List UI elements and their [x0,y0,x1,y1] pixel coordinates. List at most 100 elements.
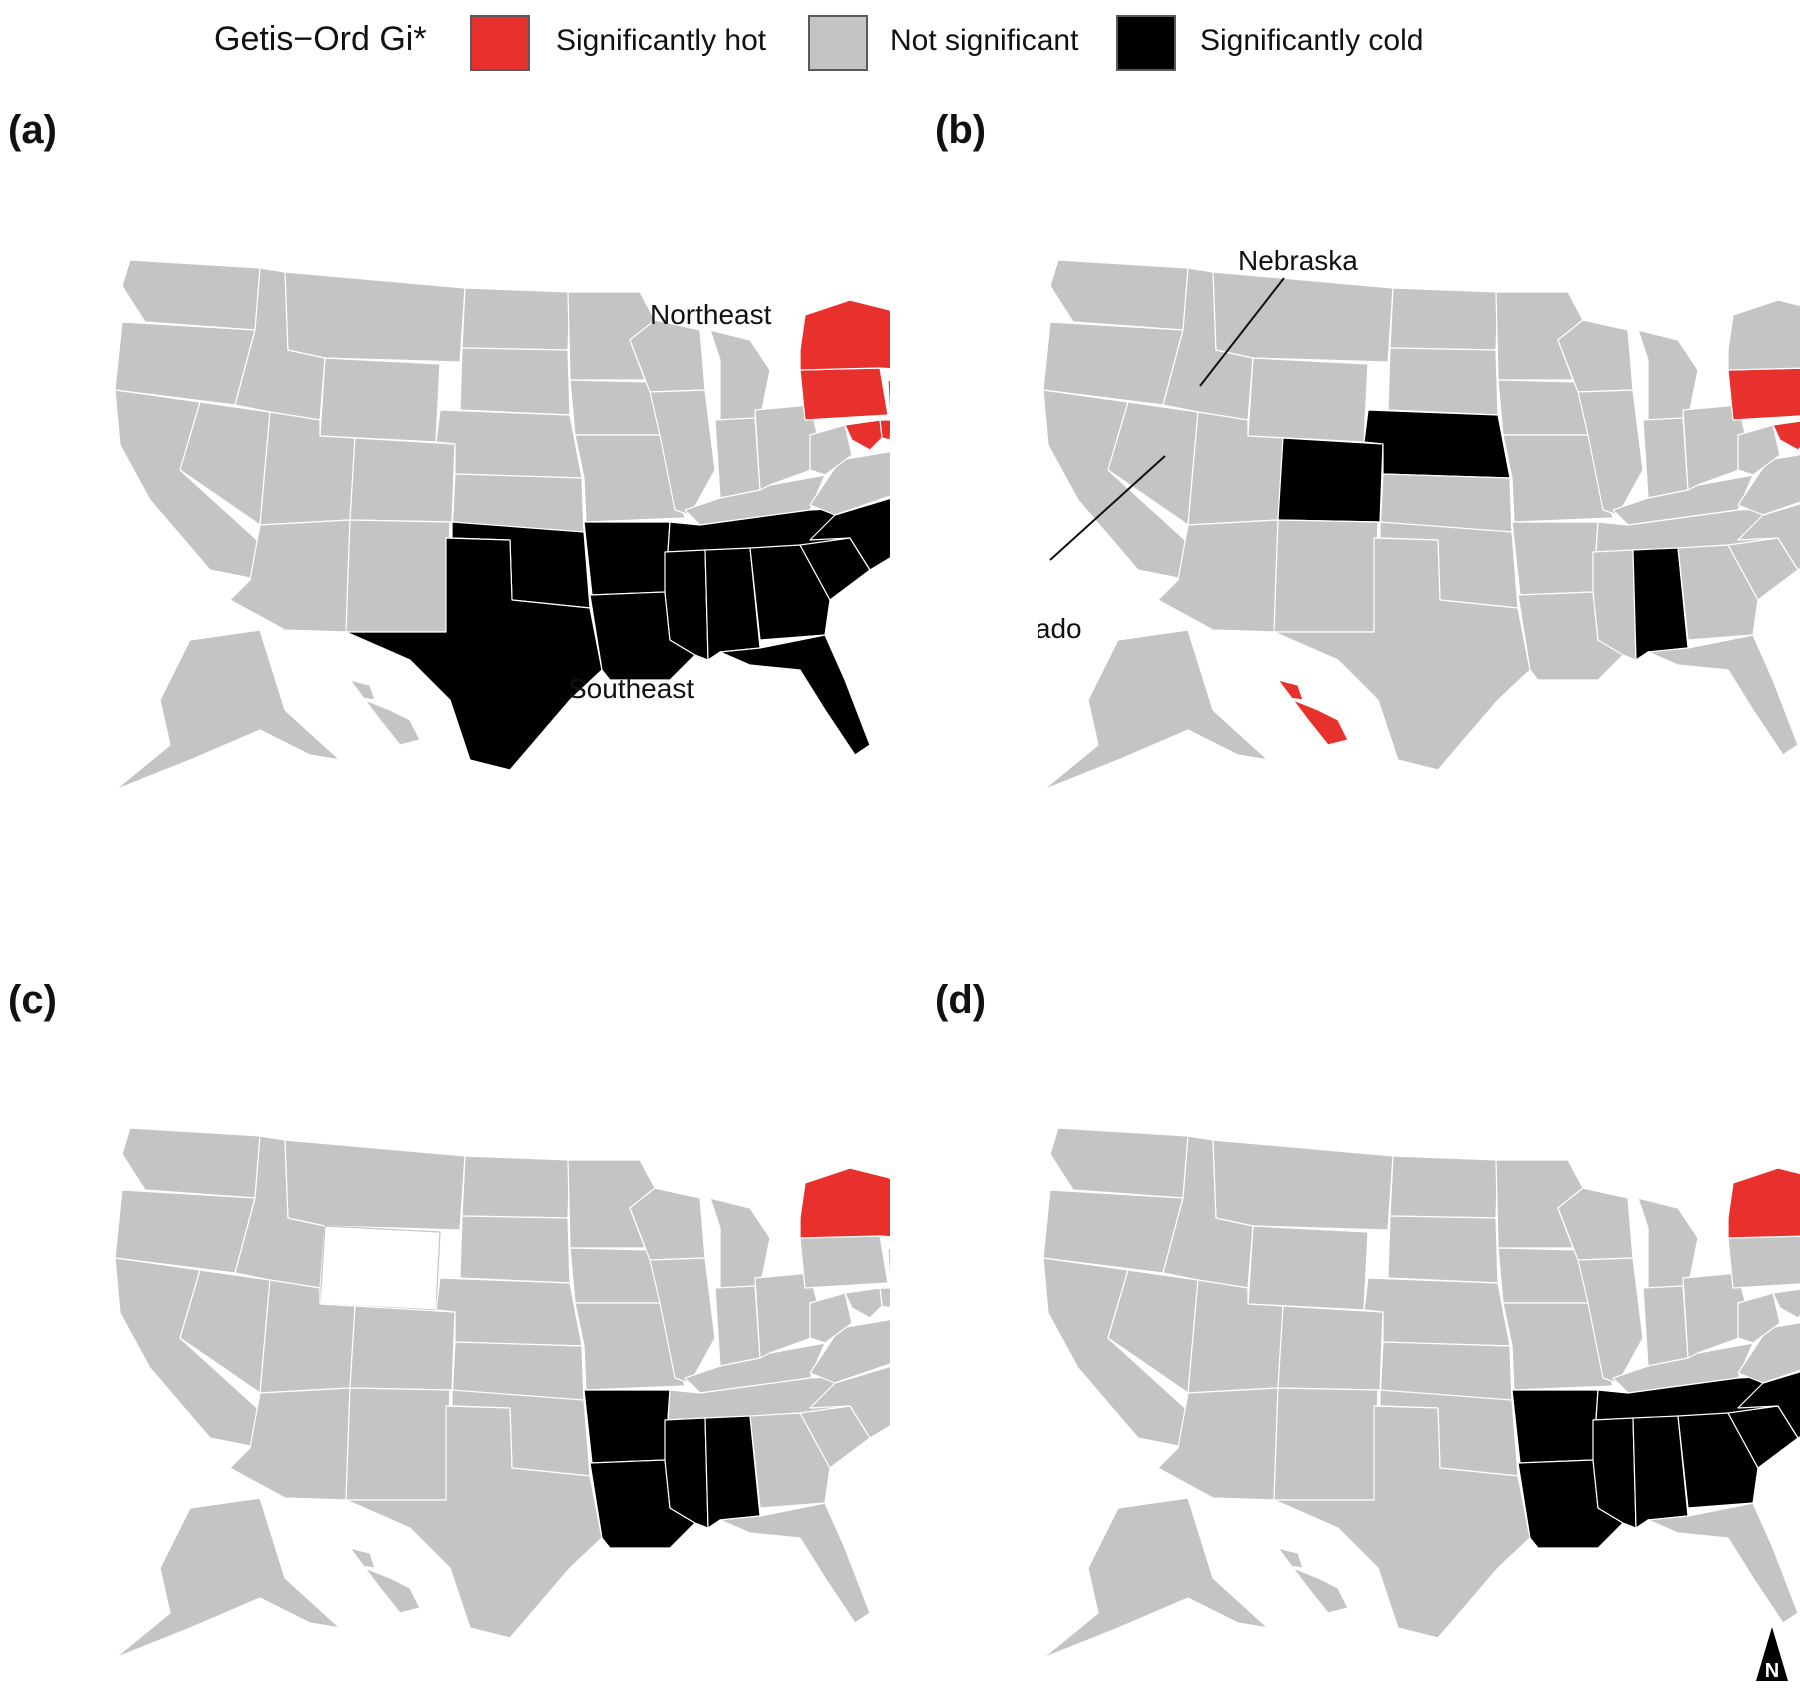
state-wisconsin [629,319,706,393]
map-panel-a: Northeast Southeast [110,240,890,800]
north-arrow-icon: N [1755,1625,1789,1683]
state-alaska [1042,1497,1269,1659]
state-montana [1212,1139,1394,1231]
state-wisconsin [1557,1187,1634,1261]
state-alaska [1042,629,1269,791]
state-layer [1042,1127,1800,1659]
state-georgia [1677,544,1759,641]
state-layer [114,259,890,791]
state-texas [1273,1405,1531,1639]
leader-line-colorado [1049,455,1166,561]
legend-label-hot: Significantly hot [556,24,767,57]
state-north-carolina [809,497,890,571]
state-montana [284,271,466,363]
legend-title: Getis−Ord Gi* [214,20,427,58]
state-new-york [799,1167,890,1239]
state-colorado [1277,437,1384,523]
state-layer [114,1127,890,1659]
annotation-northeast: Northeast [650,299,772,330]
state-hawaii [349,679,421,746]
state-pennsylvania [799,1235,889,1289]
map-d [1042,1127,1800,1659]
state-missouri [1502,434,1614,523]
state-wyoming [1247,357,1369,443]
state-south-dakota [1387,347,1499,416]
state-north-carolina [809,1365,890,1439]
state-florida [719,1502,871,1624]
state-texas [1273,537,1531,771]
state-maryland [844,419,883,451]
state-pennsylvania [799,367,889,421]
state-iowa [569,379,661,436]
state-wyoming [1247,1225,1369,1311]
state-nebraska [435,1277,583,1347]
state-new-york [799,299,890,371]
state-north-dakota [1389,1155,1499,1219]
state-hawaii [1277,679,1349,746]
state-ohio [1682,404,1754,491]
state-colorado [349,437,456,523]
state-iowa [569,1247,661,1304]
state-hawaii [349,1547,421,1614]
legend-swatch-hot [470,15,530,71]
panel-b-label: (b) [935,108,987,152]
state-west-virginia [809,424,853,476]
state-arkansas [1511,1389,1599,1464]
state-new-mexico [1273,1387,1379,1501]
state-new-jersey [887,379,890,421]
state-washington [121,259,261,331]
legend-swatch-not-significant [808,15,868,71]
state-new-mexico [345,1387,451,1501]
state-arkansas [583,521,671,596]
state-north-carolina [1737,1371,1800,1439]
state-north-dakota [1389,287,1499,351]
state-iowa [1497,379,1589,436]
leader-line-nebraska [1199,277,1285,387]
state-alaska [114,1497,341,1659]
state-missouri [574,434,686,523]
map-panel-c [110,1108,890,1668]
state-layer [1042,259,1800,791]
state-indiana [714,1285,761,1367]
state-maryland [844,1287,883,1319]
state-georgia [749,544,831,641]
legend-label-not-significant: Not significant [890,24,1079,57]
state-arkansas [583,1389,671,1464]
state-nebraska [435,409,583,479]
legend-label-cold: Significantly cold [1200,24,1424,57]
state-west-virginia [1737,1292,1781,1344]
state-nebraska [1363,409,1511,479]
state-south-dakota [459,347,571,416]
annotation-nebraska: Nebraska [1238,245,1358,276]
state-ohio [754,404,826,491]
state-indiana [714,417,761,499]
state-colorado [349,1305,456,1391]
annotation-colorado: Colorado [1038,613,1082,644]
state-georgia [749,1412,831,1509]
state-ohio [1682,1272,1754,1359]
state-new-jersey [887,1247,890,1289]
state-wyoming [319,357,441,443]
panel-d-label: (d) [935,978,987,1022]
state-north-carolina [1737,503,1800,571]
state-west-virginia [809,1292,853,1344]
map-panel-b: Nebraska Colorado [1038,240,1800,800]
state-indiana [1642,417,1689,499]
state-texas [345,537,603,771]
annotation-southeast: Southeast [568,673,694,704]
state-wisconsin [629,1187,706,1261]
state-montana [284,1139,466,1231]
state-wyoming [319,1225,441,1311]
state-florida [1647,634,1799,756]
map-c [114,1127,890,1659]
state-hawaii [1277,1547,1349,1614]
state-west-virginia [1737,424,1781,476]
state-wisconsin [1557,319,1634,393]
state-maryland [1772,420,1800,451]
state-texas [345,1405,603,1639]
state-washington [121,1127,261,1199]
state-montana [1212,271,1394,363]
legend: Getis−Ord Gi* Significantly hot Not sign… [0,0,1800,90]
state-south-dakota [1387,1215,1499,1284]
state-pennsylvania [1727,1235,1800,1289]
